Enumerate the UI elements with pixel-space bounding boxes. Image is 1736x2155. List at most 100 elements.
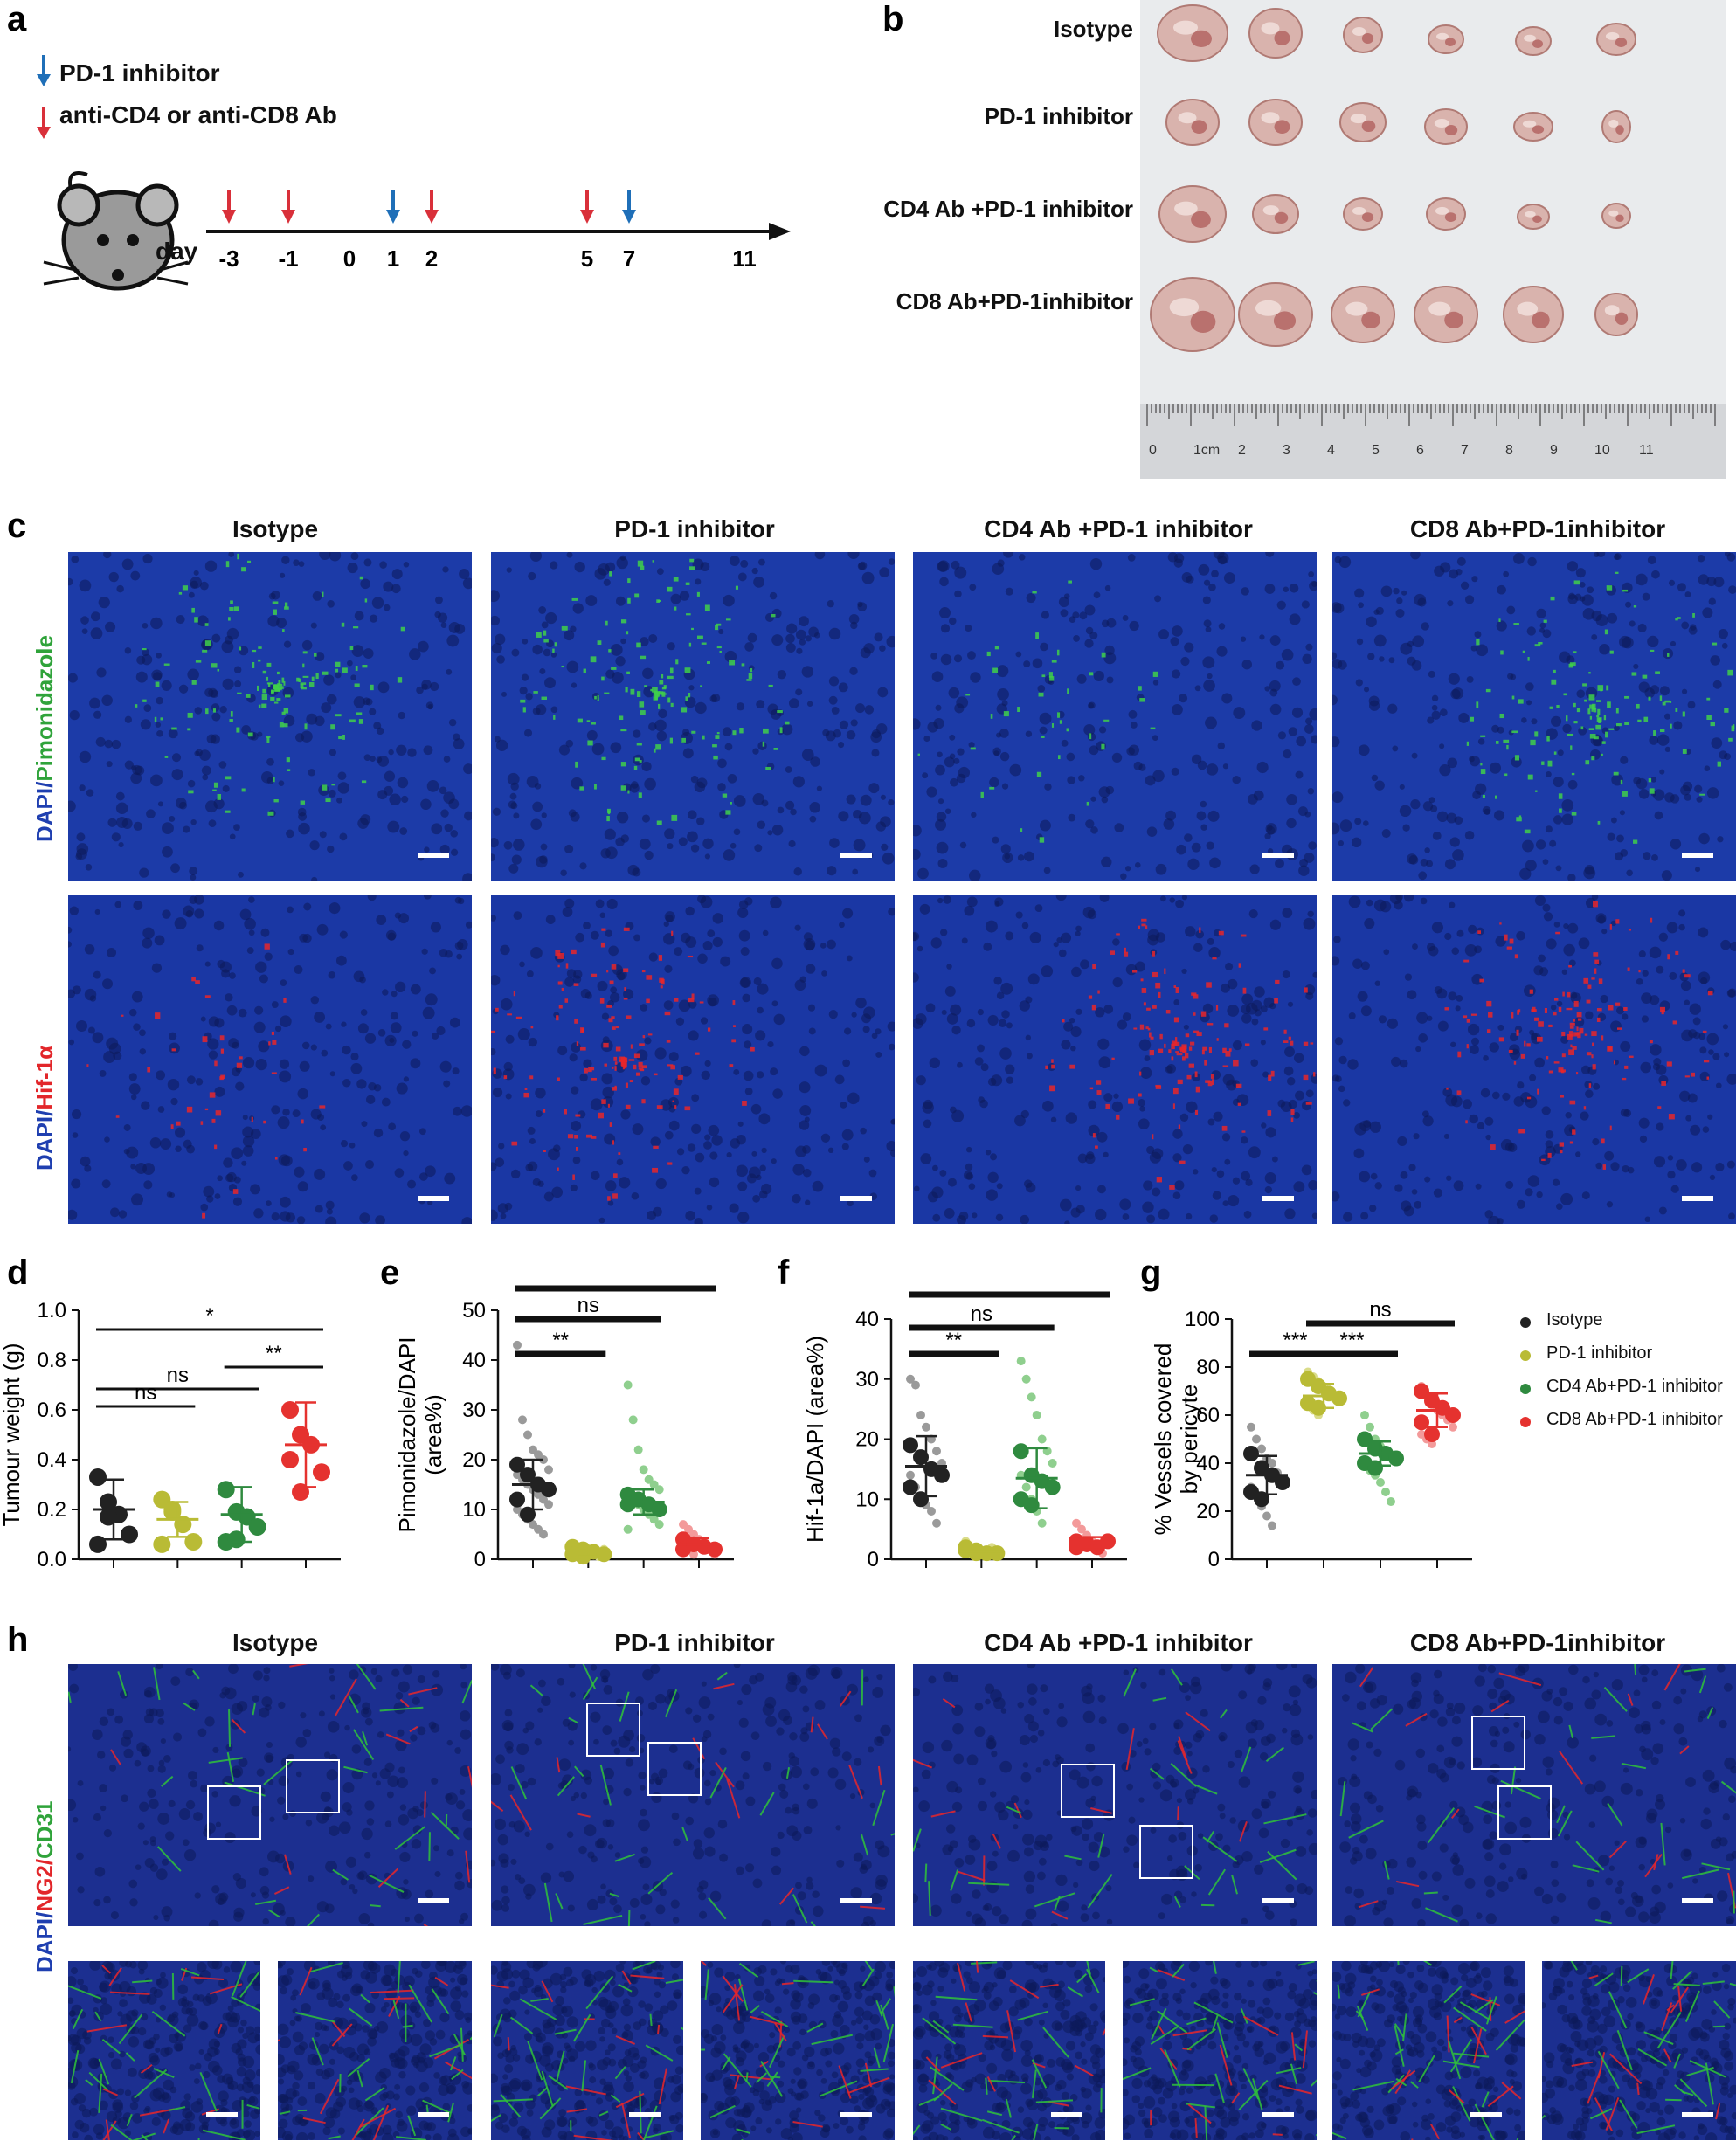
hif1a-image-1-signal-27 [567, 1134, 574, 1139]
pimonidazole-image-0-signal-89 [266, 682, 273, 685]
pimonidazole-image-3-nucleus-gap-210 [1663, 713, 1671, 720]
hif1a-image-0-nucleus-gap-198 [239, 908, 252, 921]
ng2-cd31-image-3-nucleus-gap-151 [1521, 1873, 1528, 1880]
pimonidazole-image-0-nucleus-gap-46 [222, 678, 234, 690]
ng2-cd31-image-1-vessel-43 [582, 1676, 598, 1701]
hif1a-image-1-signal-67 [699, 1001, 704, 1004]
pimonidazole-image-0-nucleus-gap-89 [157, 801, 163, 807]
hif1a-image-1-signal-120 [575, 1147, 578, 1151]
pimonidazole-image-1-nucleus-gap-4 [879, 645, 886, 653]
tumour-blood-0-2 [1361, 33, 1374, 44]
hif1a-image-1-signal-43 [612, 1087, 617, 1091]
hif1a-image-0-nucleus-gap-231 [167, 1078, 180, 1091]
ng2-cd31-image-0-nucleus-gap-243 [168, 1799, 176, 1808]
ng2-cd31-image-1-nucleus-gap-198 [709, 1770, 716, 1777]
pimonidazole-image-2-nucleus-gap-201 [1120, 873, 1127, 881]
ng2-cd31-image-1-vessel-1 [619, 1691, 630, 1722]
pimonidazole-image-3-signal-1 [1728, 737, 1733, 742]
ng2-cd31-image-3-nucleus-gap-209 [1355, 1664, 1366, 1674]
ng2-cd31-image-2-nucleus-gap-144 [1042, 1758, 1051, 1767]
hif1a-image-1-nucleus-gap-163 [527, 1126, 536, 1135]
ng2-cd31-image-0-nucleus-gap-82 [92, 1729, 103, 1740]
ng2-cd31-image-2-vessel-43 [1240, 1746, 1252, 1773]
ng2-cd31-image-3-vessel-19 [1339, 1781, 1346, 1817]
hif1a-image-0-nucleus-gap-206 [364, 1033, 377, 1044]
pimonidazole-image-0-nucleus-gap-152 [201, 765, 211, 776]
hif1a-image-2-signal-39 [1222, 1065, 1229, 1067]
hif1a-image-3-nucleus-gap-45 [1667, 1171, 1676, 1179]
hif1a-image-1-nucleus-gap-225 [743, 1070, 754, 1081]
ng2-cd31-image-2-nucleus-gap-250 [1090, 1795, 1096, 1801]
pimonidazole-image-3-nucleus-gap-11 [1379, 656, 1385, 662]
pimonidazole-image-3-nucleus-gap-51 [1611, 773, 1623, 786]
ng2-cd31-image-2-vessel-38 [924, 1863, 928, 1882]
ng2-cd31-image-2-nucleus-gap-183 [1089, 1861, 1100, 1872]
ng2-cd31-image-1-nucleus-gap-207 [880, 1724, 891, 1737]
ng2-cd31-image-0-nucleus-gap-211 [120, 1736, 132, 1747]
pimonidazole-image-1-signal-104 [768, 684, 773, 687]
ng2-cd31-image-3-vessel-3 [1498, 1672, 1542, 1687]
tumour-highlight-1-0 [1178, 112, 1197, 124]
pimonidazole-image-1-signal-85 [722, 793, 728, 798]
hif1a-image-2-nucleus-gap-103 [1232, 1040, 1242, 1051]
hif1a-image-3-nucleus-gap-54 [1431, 922, 1444, 934]
hif1a-image-2-signal-6 [1049, 1085, 1055, 1092]
hif1a-image-0-nucleus-gap-128 [266, 1200, 272, 1206]
pimonidazole-image-1-nucleus-gap-258 [564, 844, 574, 853]
hif1a-image-2-signal-114 [1157, 991, 1161, 998]
hif1a-image-1-signal-133 [503, 1075, 508, 1080]
pimonidazole-image-1-nucleus-gap-34 [858, 812, 871, 825]
hif1a-image-1-signal-110 [614, 1085, 617, 1089]
pimonidazole-image-1-nucleus-gap-199 [667, 642, 675, 651]
hif1a-image-2-nucleus-gap-161 [1260, 1040, 1266, 1046]
hif1a-image-2-signal-132 [1105, 1103, 1110, 1110]
tumour-highlight-2-2 [1352, 206, 1366, 215]
chart-d-ytick-label-2: 0.4 [38, 1448, 66, 1472]
hif1a-image-3-nucleus-gap-218 [1412, 943, 1418, 950]
ng2-cd31-image-1-nucleus-gap-226 [503, 1722, 514, 1732]
pimonidazole-image-0-signal-41 [331, 784, 335, 786]
ng2-cd31-image-1-nucleus-gap-118 [602, 1677, 608, 1683]
hif1a-image-1-nucleus-gap-101 [618, 1177, 631, 1189]
hif1a-image-3-nucleus-gap-123 [1666, 922, 1678, 934]
ng2-cd31-image-2-nucleus-gap-142 [1086, 1683, 1093, 1690]
pimonidazole-image-1-nucleus-gap-130 [805, 635, 812, 642]
hif1a-image-0-nucleus-gap-149 [255, 1058, 267, 1071]
pimonidazole-image-1-nucleus-gap-223 [786, 623, 798, 634]
ng2-cd31-image-3-nucleus-gap-53 [1484, 1852, 1494, 1861]
pimonidazole-image-0-signal-25 [229, 719, 233, 722]
pimonidazole-image-1-signal-108 [586, 720, 591, 722]
hif1a-image-3-nucleus-gap-155 [1525, 1188, 1533, 1197]
hif1a-image-2-signal-139 [1191, 992, 1197, 996]
hif1a-image-2-nucleus-gap-7 [1019, 1000, 1031, 1012]
ng2-cd31-image-1-nucleus-gap-153 [827, 1767, 839, 1779]
hif1a-image-0-nucleus-gap-57 [131, 1193, 143, 1206]
ng2-cd31-image-1-nucleus-gap-239 [702, 1730, 712, 1739]
ng2-cd31-image-0-vessel-6 [377, 1868, 398, 1888]
hif1a-image-1-nucleus-gap-135 [491, 915, 497, 922]
hif1a-image-1-signal-22 [623, 968, 629, 973]
ng2-cd31-image-1-vessel-22 [708, 1897, 727, 1920]
pimonidazole-image-0-signal-138 [281, 677, 285, 683]
ng2-cd31-image-3-nucleus-gap-10 [1638, 1664, 1650, 1675]
hif1a-image-3-signal-47 [1498, 1037, 1504, 1042]
ng2-cd31-image-3-nucleus-gap-244 [1615, 1886, 1623, 1895]
pimonidazole-image-3-nucleus-gap-50 [1527, 556, 1537, 567]
ng2-cd31-image-1-nucleus-gap-83 [741, 1683, 752, 1696]
pimonidazole-image-0-nucleus-gap-81 [443, 756, 451, 763]
pimonidazole-image-1-nucleus-gap-242 [886, 635, 895, 648]
hif1a-image-2-nucleus-gap-84 [1061, 932, 1072, 943]
ng2-cd31-image-2-nucleus-gap-59 [1000, 1708, 1007, 1714]
hif1a-image-3-signal-53 [1576, 1072, 1579, 1075]
hif1a-image-1-nucleus-gap-209 [623, 989, 634, 1000]
hif1a-image-3-nucleus-gap-251 [1678, 923, 1685, 931]
ng2-cd31-image-3-nucleus-gap-245 [1356, 1701, 1366, 1711]
hif1a-image-1-nucleus-gap-175 [820, 943, 827, 949]
hif1a-image-0-nucleus-gap-114 [364, 1159, 375, 1170]
pimonidazole-image-3-signal-129 [1637, 719, 1642, 722]
ng2-cd31-image-3-nucleus-gap-63 [1562, 1811, 1570, 1819]
hif1a-image-1-nucleus-gap-119 [635, 1049, 648, 1061]
ng2-cd31-image-3-nucleus-gap-193 [1459, 1918, 1470, 1926]
hif1a-image-1-nucleus-gap-210 [503, 1061, 513, 1072]
hif1a-image-0-nucleus-gap-118 [368, 1082, 377, 1091]
